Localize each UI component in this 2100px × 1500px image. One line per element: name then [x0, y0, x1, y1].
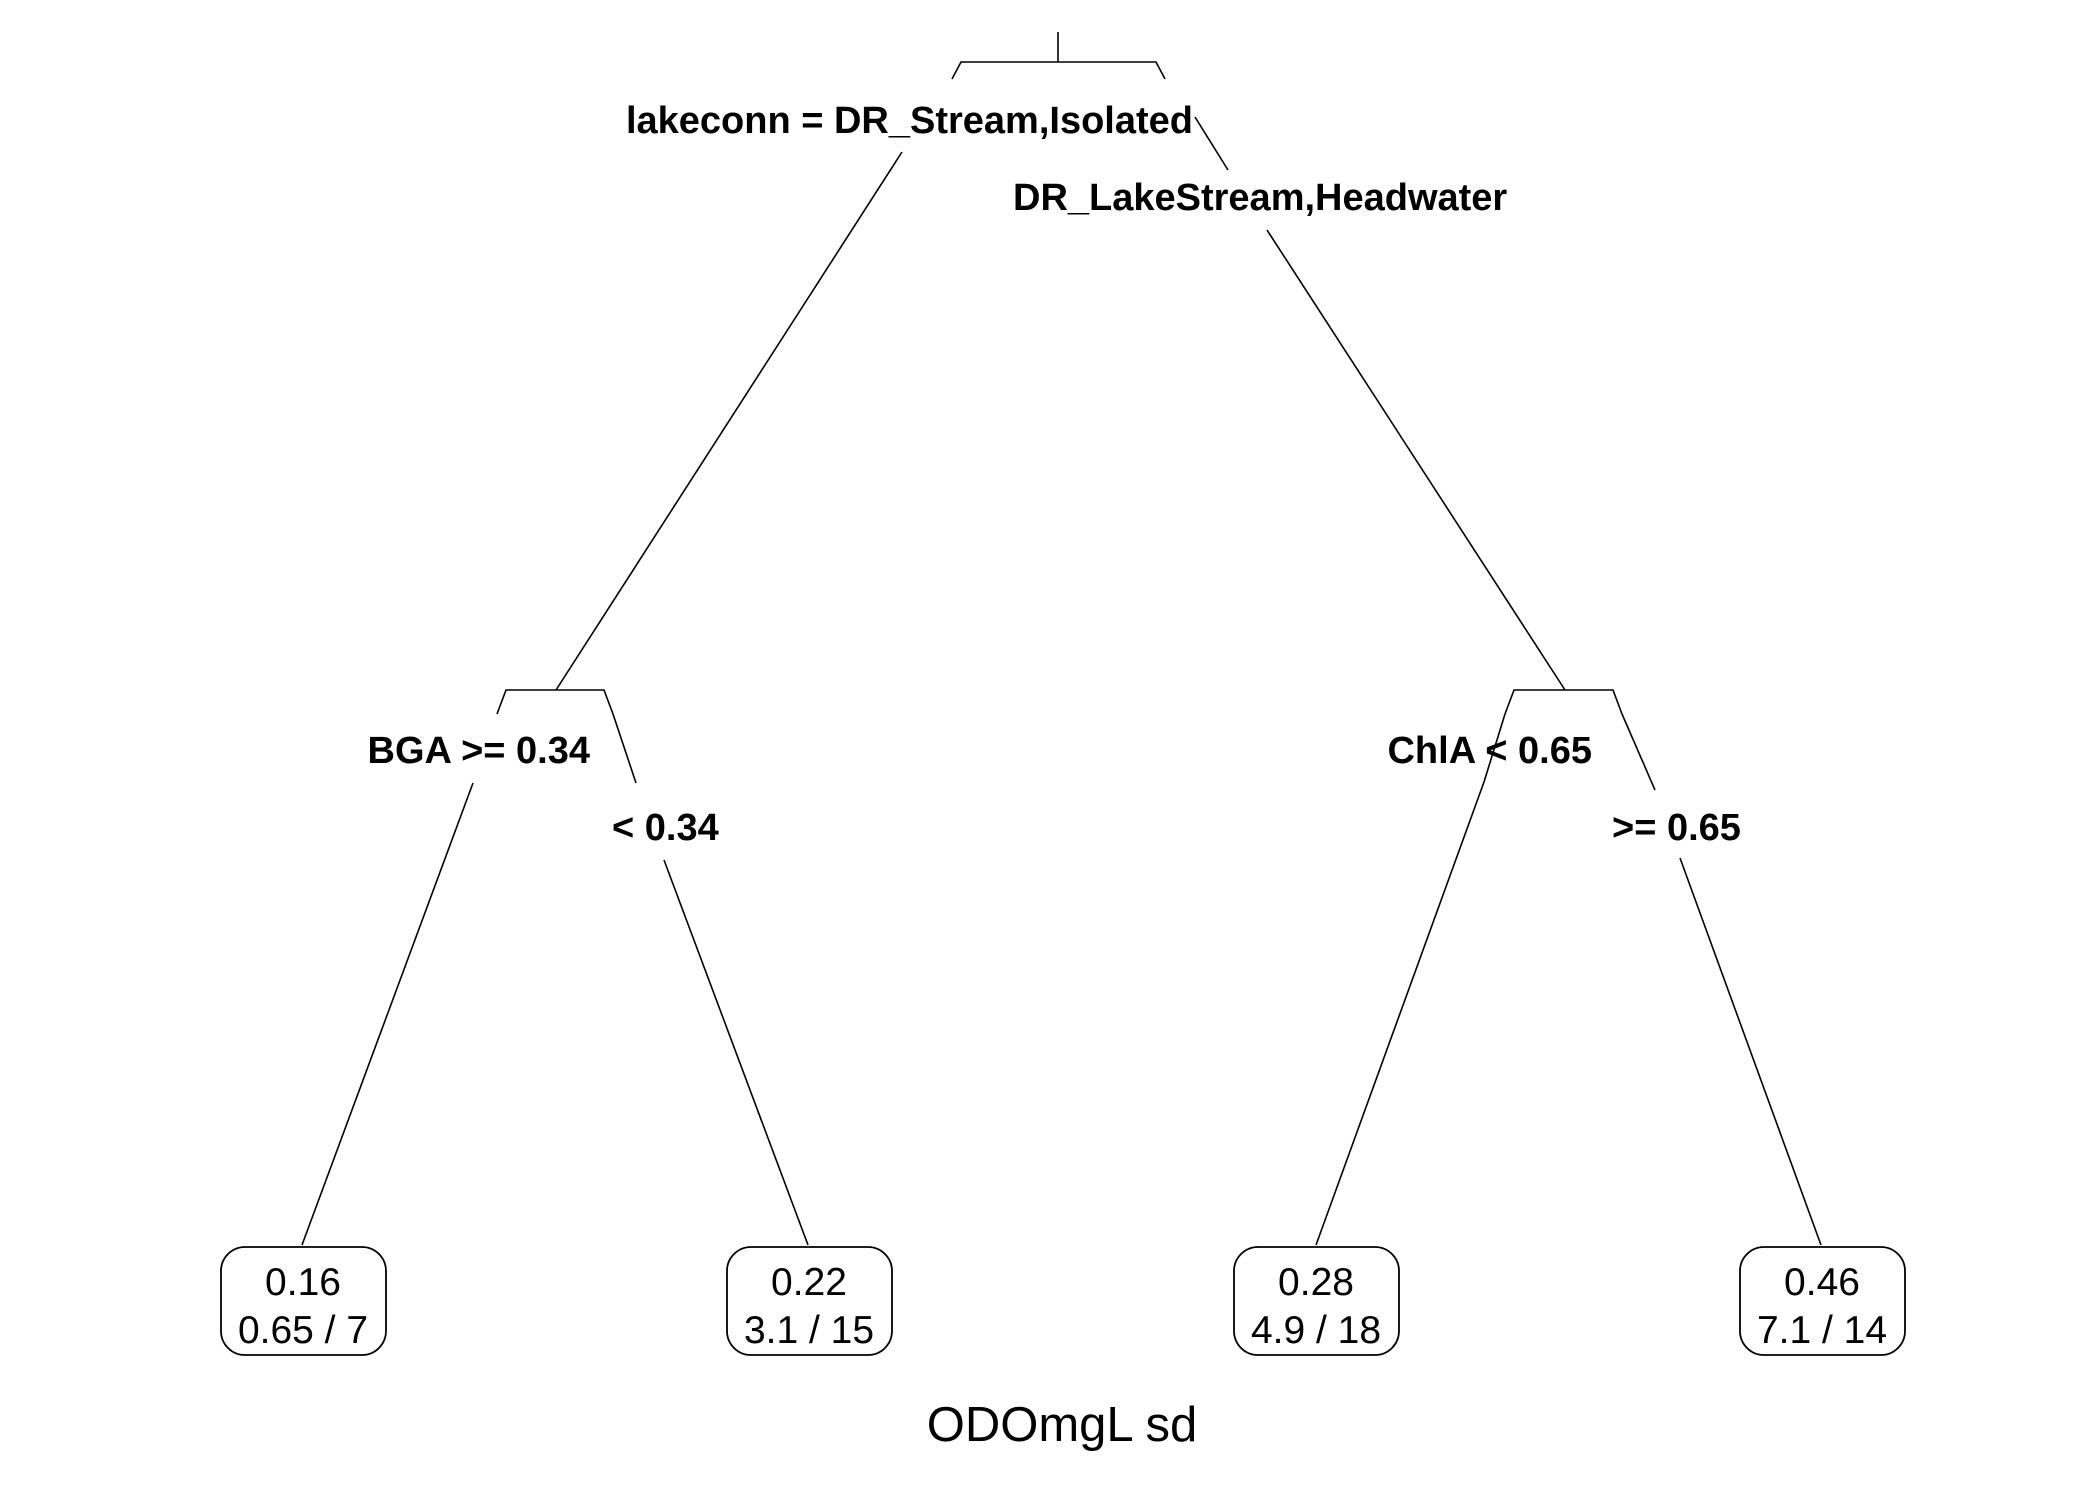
leaf-box [220, 1246, 387, 1356]
root-right-label: DR_LakeStream,Headwater [1013, 177, 1507, 219]
right-split-left-edge-lower [1315, 781, 1485, 1246]
right-split-right-edge-upper [1621, 713, 1656, 791]
root-bracket [951, 61, 1166, 80]
leaf-box [1739, 1246, 1906, 1356]
root-right-edge-upper [1194, 116, 1229, 171]
leaf-node: 0.22 3.1 / 15 [726, 1246, 893, 1356]
leaf-detail: 3.1 / 15 [744, 1309, 874, 1352]
left-split: BGA >= 0.34 < 0.34 [301, 689, 809, 1246]
left-split-bracket [496, 689, 614, 715]
left-split-right-label: < 0.34 [612, 807, 719, 849]
right-split-right-label: >= 0.65 [1612, 807, 1741, 849]
left-split-right-edge-upper [612, 713, 637, 784]
leaf-node: 0.16 0.65 / 7 [220, 1246, 387, 1356]
root-right-edge-lower [1266, 229, 1566, 691]
root-left-edge [555, 151, 903, 691]
tree-caption: ODOmgL sd [927, 1398, 1197, 1452]
right-split: ChlA < 0.65 >= 0.65 [1315, 689, 1822, 1246]
right-split-right-edge-lower [1679, 857, 1822, 1246]
root-left-label: lakeconn = DR_Stream,Isolated [626, 100, 1193, 142]
leaf-value: 0.46 [1784, 1261, 1860, 1304]
right-split-left-edge-upper [1483, 713, 1506, 783]
leaf-node: 0.28 4.9 / 18 [1233, 1246, 1400, 1356]
leaf-box [1233, 1246, 1400, 1356]
leaf-value: 0.16 [265, 1261, 341, 1304]
leaf-value: 0.28 [1278, 1261, 1354, 1304]
left-split-left-label: BGA >= 0.34 [368, 730, 591, 772]
right-split-left-label: ChlA < 0.65 [1387, 730, 1592, 772]
leaf-detail: 4.9 / 18 [1251, 1309, 1381, 1352]
leaf-box [726, 1246, 893, 1356]
leaf-value: 0.22 [771, 1261, 847, 1304]
right-split-bracket [1504, 689, 1623, 715]
leaf-detail: 0.65 / 7 [238, 1309, 368, 1352]
leaf-node: 0.46 7.1 / 14 [1739, 1246, 1906, 1356]
left-split-left-edge [301, 782, 474, 1246]
leaf-detail: 7.1 / 14 [1757, 1309, 1887, 1352]
left-split-right-edge-lower [663, 859, 809, 1246]
root-split: lakeconn = DR_Stream,Isolated DR_LakeStr… [555, 32, 1566, 691]
